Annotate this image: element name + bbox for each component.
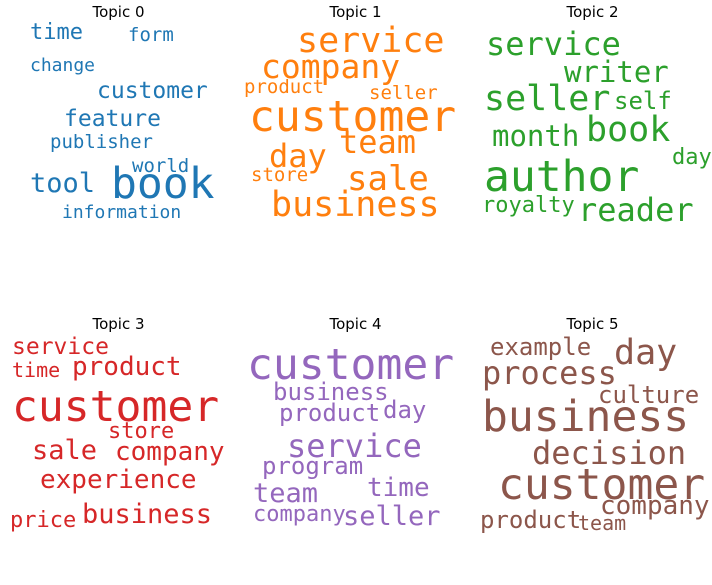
- cloud-word: month: [492, 119, 580, 153]
- cloud-word: service: [486, 25, 621, 63]
- cloud-word: form: [128, 24, 174, 46]
- cloud-word: royalty: [482, 193, 575, 218]
- cloud-word: book: [586, 110, 671, 150]
- panel-title: Topic 3: [92, 315, 145, 333]
- cloud-word: information: [62, 202, 182, 223]
- cloud-word: book: [111, 159, 215, 209]
- cloud-word: business: [482, 392, 690, 442]
- panel-title: Topic 1: [329, 3, 382, 21]
- cloud-word: author: [484, 152, 640, 202]
- cloud-word: culture: [598, 381, 700, 409]
- cloud-word: product: [279, 399, 381, 427]
- cloud-word: decision: [532, 434, 687, 472]
- cloud-word: company: [253, 502, 346, 527]
- cloud-word: change: [30, 55, 96, 76]
- cloud-word: feature: [64, 106, 161, 132]
- cloud-word: seller: [484, 79, 611, 119]
- panel-title: Topic 4: [329, 315, 382, 333]
- cloud-word: experience: [40, 465, 197, 495]
- cloud-word: self: [614, 87, 672, 115]
- cloud-word: company: [261, 47, 401, 86]
- cloud-word: seller: [369, 82, 438, 104]
- cloud-word: customer: [249, 92, 457, 142]
- wordcloud-panel: Topic 0 time form change customer feature publ…: [0, 0, 237, 273]
- wordcloud-panel: Topic 3 service time product customer store sa…: [0, 312, 237, 585]
- cloud-word: service: [12, 334, 109, 360]
- cloud-word: business: [271, 185, 440, 225]
- cloud-word: product: [480, 506, 582, 534]
- cloud-word: time: [367, 473, 430, 503]
- cloud-word: time: [12, 358, 61, 382]
- cloud-word: customer: [12, 382, 220, 432]
- cloud-word: writer: [564, 55, 669, 89]
- panel-title: Topic 2: [566, 3, 619, 21]
- cloud-word: day: [269, 137, 327, 175]
- cloud-word: day: [383, 396, 427, 424]
- cloud-word: customer: [498, 460, 706, 510]
- cloud-word: sale: [347, 159, 429, 199]
- cloud-word: price: [10, 508, 77, 533]
- cloud-word: service: [287, 427, 422, 465]
- cloud-word: program: [262, 452, 364, 480]
- cloud-word: store: [251, 164, 309, 186]
- cloud-word: tool: [30, 168, 96, 199]
- cloud-word: customer: [247, 340, 455, 390]
- cloud-word: day: [614, 333, 678, 373]
- cloud-word: product: [72, 352, 182, 382]
- cloud-word: publisher: [50, 131, 153, 153]
- panel-title: Topic 0: [92, 3, 145, 21]
- cloud-word: service: [297, 21, 445, 61]
- wordcloud-panel: Topic 4 customer business product day service…: [237, 312, 474, 585]
- cloud-word: business: [273, 378, 389, 406]
- cloud-word: world: [132, 155, 190, 177]
- cloud-word: company: [600, 491, 710, 521]
- cloud-word: company: [115, 437, 225, 467]
- cloud-word: process: [482, 354, 617, 392]
- cloud-word: sale: [32, 435, 98, 466]
- panel-title: Topic 5: [566, 315, 619, 333]
- cloud-word: seller: [343, 501, 441, 532]
- wordcloud-panel: Topic 5 example day process culture business d…: [474, 312, 711, 585]
- cloud-word: product: [244, 76, 325, 98]
- cloud-word: example: [490, 333, 592, 361]
- cloud-word: business: [82, 499, 213, 530]
- cloud-word: team: [339, 123, 417, 161]
- cloud-word: team: [578, 511, 627, 535]
- wordcloud-panel: Topic 2 service writer seller self month book d…: [474, 0, 712, 273]
- wordcloud-panel: Topic 1 service company product seller custom…: [237, 0, 474, 273]
- cloud-word: day: [672, 145, 712, 170]
- cloud-word: store: [108, 419, 175, 444]
- cloud-word: reader: [578, 191, 694, 229]
- cloud-word: team: [253, 478, 319, 509]
- cloud-word: customer: [97, 78, 208, 104]
- cloud-word: time: [30, 20, 83, 45]
